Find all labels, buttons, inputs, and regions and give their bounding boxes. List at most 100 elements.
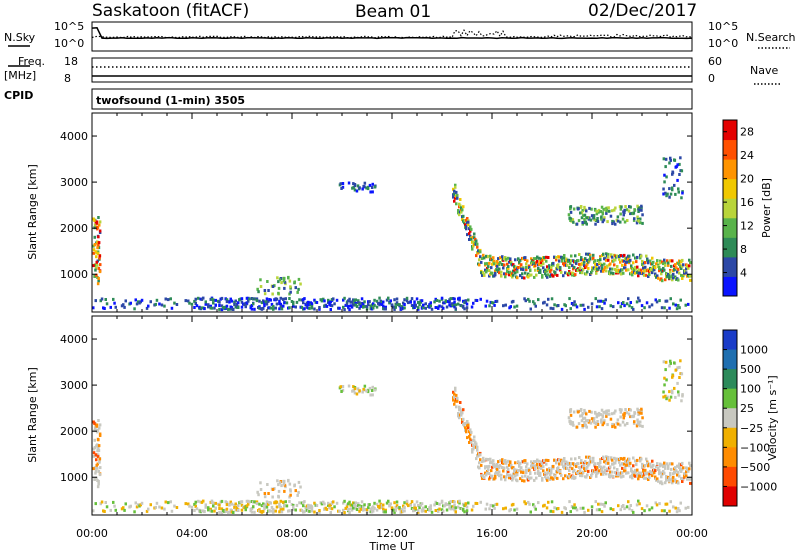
echo-cell bbox=[585, 455, 588, 459]
echo-cell bbox=[194, 505, 197, 508]
echo-cell bbox=[569, 207, 572, 211]
echo-cell bbox=[350, 503, 354, 507]
echo-cell bbox=[555, 256, 558, 259]
echo-cell bbox=[623, 507, 626, 511]
echo-cell bbox=[623, 423, 627, 427]
echo-cell bbox=[325, 507, 329, 511]
echo-cell bbox=[637, 499, 640, 503]
echo-cell bbox=[193, 509, 196, 512]
echo-cell bbox=[494, 300, 497, 303]
echo-cell bbox=[567, 476, 570, 480]
echo-cell bbox=[477, 454, 480, 458]
echo-cell bbox=[483, 459, 486, 463]
echo-cell bbox=[663, 471, 666, 475]
echo-cell bbox=[413, 300, 416, 304]
echo-cell bbox=[288, 279, 292, 283]
echo-cell bbox=[543, 257, 546, 261]
echo-cell bbox=[521, 276, 524, 280]
echo-cell bbox=[112, 297, 115, 301]
echo-cell bbox=[474, 298, 477, 302]
echo-cell bbox=[94, 471, 97, 475]
echo-cell bbox=[677, 470, 680, 474]
echo-cell bbox=[227, 307, 230, 311]
echo-cell bbox=[348, 500, 351, 504]
echo-cell bbox=[563, 256, 566, 260]
echo-cell bbox=[645, 504, 649, 508]
echo-cell bbox=[563, 466, 566, 470]
echo-cell bbox=[267, 502, 270, 506]
echo-cell bbox=[486, 470, 489, 473]
echo-cell bbox=[549, 274, 552, 278]
echo-cell bbox=[562, 477, 565, 481]
echo-cell bbox=[169, 297, 172, 301]
echo-cell bbox=[578, 465, 581, 469]
echo-cell bbox=[615, 271, 618, 275]
echo-cell bbox=[277, 483, 280, 487]
echo-cell bbox=[651, 459, 654, 463]
echo-cell bbox=[533, 302, 536, 306]
echo-cell bbox=[350, 300, 354, 304]
echo-cell bbox=[648, 305, 651, 309]
echo-cell bbox=[481, 476, 484, 480]
echo-cell bbox=[495, 502, 499, 506]
echo-cell bbox=[379, 502, 382, 506]
echo-cell bbox=[605, 412, 608, 416]
echo-cell bbox=[457, 209, 460, 212]
echo-cell bbox=[642, 272, 645, 276]
echo-cell bbox=[543, 256, 546, 260]
date-title: 02/Dec/2017 bbox=[588, 1, 697, 21]
echo-cell bbox=[523, 479, 526, 483]
echo-cell bbox=[646, 461, 649, 465]
echo-cell bbox=[160, 506, 164, 510]
echo-cell bbox=[488, 269, 491, 272]
echo-cell bbox=[550, 471, 553, 475]
echo-cell bbox=[577, 422, 581, 426]
echo-cell bbox=[469, 428, 472, 432]
echo-cell bbox=[95, 476, 98, 480]
echo-cell bbox=[648, 508, 651, 512]
echo-cell bbox=[592, 253, 595, 257]
echo-cell bbox=[609, 465, 612, 469]
echo-cell bbox=[418, 303, 421, 307]
echo-cell bbox=[427, 305, 430, 308]
echo-cell bbox=[669, 361, 672, 365]
echo-cell bbox=[569, 410, 572, 414]
echo-cell bbox=[283, 286, 286, 290]
echo-cell bbox=[289, 493, 292, 497]
echo-cell bbox=[207, 508, 210, 512]
echo-cell bbox=[214, 501, 217, 505]
echo-cell bbox=[581, 425, 584, 429]
echo-cell bbox=[663, 173, 666, 177]
echo-cell bbox=[615, 474, 618, 478]
echo-cell bbox=[598, 305, 601, 309]
echo-cell bbox=[468, 238, 471, 241]
echo-cell bbox=[589, 273, 592, 276]
echo-cell bbox=[463, 221, 466, 225]
echo-cell bbox=[632, 261, 635, 265]
echo-cell bbox=[685, 267, 688, 271]
echo-cell bbox=[373, 506, 376, 510]
echo-cell bbox=[299, 282, 302, 286]
echo-cell bbox=[407, 301, 410, 305]
echo-cell bbox=[484, 268, 487, 272]
echo-cell bbox=[230, 299, 234, 303]
echo-cell bbox=[280, 484, 283, 488]
echo-cell bbox=[673, 386, 676, 390]
echo-cell bbox=[661, 463, 664, 467]
echo-cell bbox=[467, 501, 470, 505]
echo-cell bbox=[596, 263, 599, 266]
echo-cell bbox=[585, 209, 588, 213]
echo-cell bbox=[586, 258, 589, 262]
echo-cell bbox=[556, 470, 559, 474]
echo-cell bbox=[560, 458, 563, 462]
echo-cell bbox=[200, 297, 204, 301]
echo-cell bbox=[679, 156, 682, 160]
echo-cell bbox=[464, 223, 467, 227]
echo-cell bbox=[160, 303, 164, 307]
echo-cell bbox=[461, 208, 464, 212]
echo-cell bbox=[493, 506, 496, 510]
echo-cell bbox=[573, 265, 576, 269]
power-cbar-tick-label: 24 bbox=[740, 149, 754, 162]
echo-cell bbox=[147, 304, 150, 308]
echo-cell bbox=[503, 263, 506, 267]
